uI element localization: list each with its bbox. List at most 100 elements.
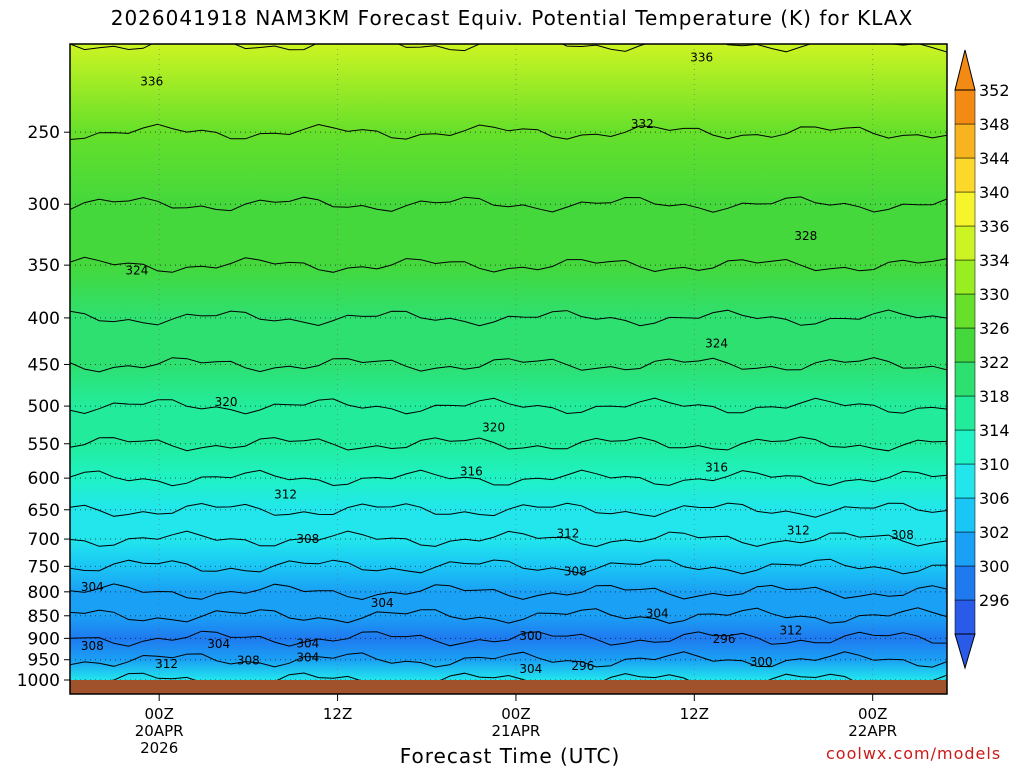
contour-label: 304 xyxy=(371,596,394,610)
contour-label: 312 xyxy=(787,523,810,537)
y-tick-label: 300 xyxy=(28,195,60,215)
contour-label: 312 xyxy=(155,657,178,671)
colorbar-swatch xyxy=(954,599,976,635)
colorbar-label: 322 xyxy=(979,353,1010,372)
y-tick-label: 750 xyxy=(28,557,60,577)
colorbar-bottom-arrow xyxy=(954,633,976,670)
contour-label: 320 xyxy=(215,395,238,409)
colorbar-label: 330 xyxy=(979,285,1010,304)
contour-line xyxy=(70,196,947,213)
colorbar-swatch xyxy=(954,429,976,465)
x-tick-label: 00Z xyxy=(858,705,887,723)
colorbar-label: 334 xyxy=(979,251,1010,270)
colorbar-swatch xyxy=(954,361,976,397)
colorbar-label: 306 xyxy=(979,489,1010,508)
contour-label: 336 xyxy=(140,75,163,89)
x-tick-label: 20APR xyxy=(135,722,184,740)
contour-line xyxy=(83,672,947,680)
y-tick-label: 400 xyxy=(28,309,60,329)
y-axis: 2503003504004505005506006507007508008509… xyxy=(17,123,70,691)
colorbar-swatch xyxy=(954,293,976,329)
contour-label: 328 xyxy=(794,229,817,243)
colorbar-label: 352 xyxy=(979,81,1010,100)
contour-line xyxy=(70,630,947,647)
contour-label: 308 xyxy=(81,639,104,653)
contour-line xyxy=(70,583,947,601)
contour-label: 300 xyxy=(519,629,542,643)
x-tick-label: 12Z xyxy=(680,705,709,723)
contour-line xyxy=(70,357,947,373)
y-tick-label: 1000 xyxy=(17,671,60,691)
contour-label: 308 xyxy=(564,565,587,579)
contour-line xyxy=(70,502,947,518)
y-tick-label: 250 xyxy=(28,123,60,143)
contour-label: 304 xyxy=(296,637,319,651)
credit-link[interactable]: coolwx.com/models xyxy=(826,744,1002,763)
theta-e-field xyxy=(70,44,947,680)
contour-line xyxy=(70,530,947,548)
x-tick-label: 12Z xyxy=(323,705,352,723)
colorbar-swatch xyxy=(954,191,976,227)
y-tick-label: 350 xyxy=(28,256,60,276)
contour-label: 304 xyxy=(646,606,669,620)
colorbar-swatch xyxy=(954,395,976,431)
contour-label: 336 xyxy=(690,51,713,65)
contour-line xyxy=(70,123,947,140)
contour-line xyxy=(70,558,947,575)
colorbar-label: 348 xyxy=(979,115,1010,134)
colorbar-swatch xyxy=(954,157,976,193)
contour-label: 304 xyxy=(81,580,104,594)
contour-label: 296 xyxy=(713,632,736,646)
contour-line xyxy=(70,397,947,415)
contour-label: 300 xyxy=(750,655,773,669)
colorbar-swatch xyxy=(954,497,976,533)
colorbar-swatch xyxy=(954,259,976,295)
y-tick-label: 600 xyxy=(28,469,60,489)
contour-label: 324 xyxy=(125,264,148,278)
plot-area: 336 336 332 328 324 324 320 320 316 316 312 312 312 3… xyxy=(69,43,948,695)
colorbar: 296 300 302 306 310 314 318 322 326 330 334 336 340 3… xyxy=(954,49,1010,670)
contour-line xyxy=(70,44,947,53)
colorbar-swatch xyxy=(954,565,976,601)
contour-line xyxy=(70,436,947,452)
ground-strip xyxy=(70,680,947,694)
chart-title: 2026041918 NAM3KM Forecast Equiv. Potent… xyxy=(110,6,914,30)
y-tick-label: 800 xyxy=(28,583,60,603)
x-tick-label: 00Z xyxy=(144,705,173,723)
x-axis-title: Forecast Time (UTC) xyxy=(399,744,621,768)
y-tick-label: 450 xyxy=(28,355,60,375)
contour-line xyxy=(70,651,947,668)
contour-label: 312 xyxy=(557,526,580,540)
contour-label: 316 xyxy=(705,460,728,474)
contour-label: 312 xyxy=(274,487,297,501)
colorbar-label: 344 xyxy=(979,149,1010,168)
contour-line xyxy=(70,469,947,487)
y-tick-label: 500 xyxy=(28,397,60,417)
colorbar-swatch xyxy=(954,89,976,125)
contour-label: 308 xyxy=(891,528,914,542)
contour-label: 308 xyxy=(296,532,319,546)
contour-label: 312 xyxy=(779,623,802,637)
contour-label: 316 xyxy=(460,464,483,478)
colorbar-swatch xyxy=(954,123,976,159)
colorbar-label: 326 xyxy=(979,319,1010,338)
contour-label: 324 xyxy=(705,337,728,351)
contour-label: 332 xyxy=(631,117,654,131)
colorbar-label: 310 xyxy=(979,455,1010,474)
colorbar-label: 300 xyxy=(979,557,1010,576)
contour-label: 304 xyxy=(519,662,542,676)
colorbar-label: 340 xyxy=(979,183,1010,202)
colorbar-label: 318 xyxy=(979,387,1010,406)
y-tick-label: 650 xyxy=(28,501,60,521)
colorbar-swatch xyxy=(954,531,976,567)
colorbar-swatch xyxy=(954,327,976,363)
contour-label: 308 xyxy=(237,654,260,668)
colorbar-label: 302 xyxy=(979,523,1010,542)
y-tick-label: 850 xyxy=(28,607,60,627)
colorbar-swatch xyxy=(954,225,976,261)
colorbar-label: 296 xyxy=(979,591,1010,610)
contour-label: 304 xyxy=(207,637,230,651)
contour-labels: 336 336 332 328 324 324 320 320 316 316 312 312 312 3… xyxy=(81,51,914,676)
